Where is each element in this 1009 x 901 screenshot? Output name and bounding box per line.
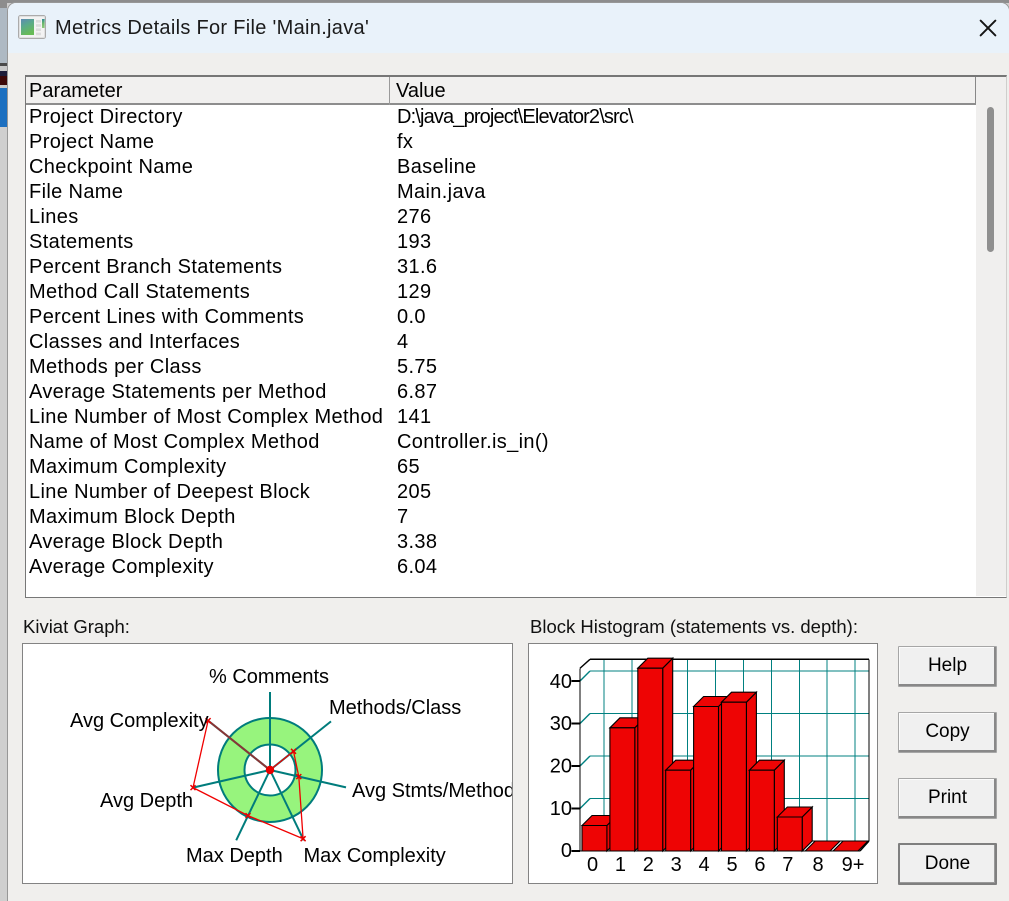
svg-text:40: 40 <box>550 671 572 693</box>
svg-text:30: 30 <box>550 713 572 735</box>
svg-text:7: 7 <box>782 854 793 876</box>
svg-text:0: 0 <box>561 840 572 862</box>
svg-text:0: 0 <box>587 854 598 876</box>
svg-text:% Comments: % Comments <box>209 666 329 688</box>
svg-text:20: 20 <box>550 756 572 778</box>
svg-text:10: 10 <box>550 798 572 820</box>
svg-text:4: 4 <box>699 854 710 876</box>
svg-text:Avg Depth: Avg Depth <box>100 790 193 812</box>
svg-text:Avg Complexity: Avg Complexity <box>70 710 209 732</box>
svg-text:Avg Stmts/Method: Avg Stmts/Method <box>352 780 512 802</box>
svg-text:5: 5 <box>726 854 737 876</box>
svg-text:9+: 9+ <box>842 854 865 876</box>
svg-text:6: 6 <box>754 854 765 876</box>
svg-text:1: 1 <box>615 854 626 876</box>
svg-text:Max Complexity: Max Complexity <box>304 845 446 867</box>
svg-text:Methods/Class: Methods/Class <box>329 697 461 719</box>
svg-text:3: 3 <box>671 854 682 876</box>
svg-text:2: 2 <box>643 854 654 876</box>
svg-text:8: 8 <box>812 854 823 876</box>
svg-text:Max Depth: Max Depth <box>186 845 283 867</box>
